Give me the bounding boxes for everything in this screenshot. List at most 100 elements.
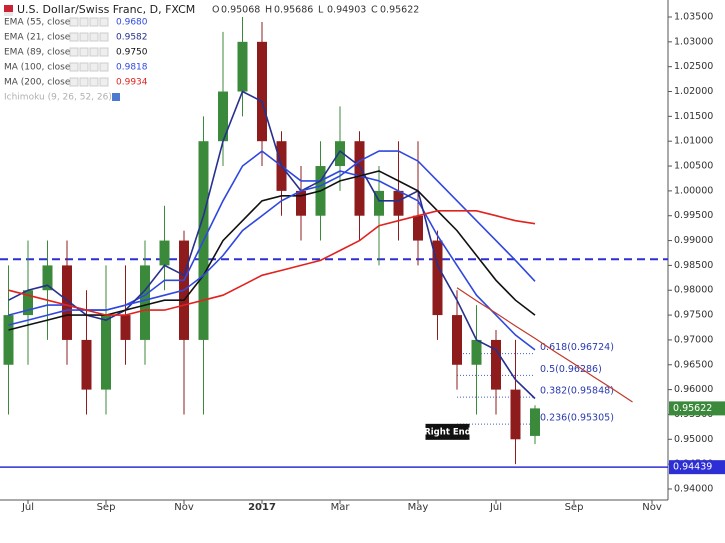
- legend-icon: [89, 47, 99, 57]
- candle-body: [62, 265, 72, 340]
- chart-title: U.S. Dollar/Swiss Franc, D, FXCM: [17, 3, 195, 16]
- candle-body: [452, 315, 462, 365]
- x-tick-label: Sep: [565, 502, 584, 513]
- indicator-line: [8, 150, 536, 326]
- legend-value: 0.9680: [116, 18, 148, 28]
- candle-body: [101, 315, 111, 390]
- legend-label: MA (100, close): [4, 63, 74, 73]
- legend-icon: [69, 32, 79, 42]
- candle-body: [471, 339, 482, 365]
- y-tick-label: 1.01000: [674, 136, 713, 147]
- candle-body: [81, 339, 92, 390]
- legend-icon: [79, 32, 89, 42]
- candle-body: [335, 141, 345, 167]
- candle-body: [393, 190, 404, 216]
- legend-icon: [89, 77, 99, 87]
- legend-icon: [89, 62, 99, 72]
- candle-body: [432, 240, 443, 316]
- trendline: [456, 287, 633, 403]
- x-tick-label: Jul: [21, 502, 34, 513]
- candle-body: [510, 389, 521, 440]
- indicator-line: [8, 210, 536, 316]
- indicator-line: [8, 170, 536, 331]
- annotation: Right End: [424, 427, 471, 437]
- ohlc-letter: H: [265, 5, 272, 16]
- legend-label: EMA (21, close): [4, 33, 74, 43]
- candle-body: [159, 240, 170, 266]
- y-tick-label: 0.96000: [674, 384, 713, 395]
- ohlc-value: 0.95068: [221, 5, 260, 16]
- fib-label: 0.382(0.95848): [540, 386, 614, 397]
- y-tick-label: 0.99500: [674, 210, 713, 221]
- legend-label: MA (200, close): [4, 78, 74, 88]
- flag-icon: [4, 12, 13, 16]
- x-tick-label: Mar: [331, 502, 351, 513]
- legend-icon: [79, 47, 89, 57]
- y-tick-label: 0.95000: [674, 434, 713, 445]
- fib-label: 0.5(0.96286): [540, 364, 602, 375]
- x-tick-label: May: [408, 502, 429, 513]
- y-tick-label: 0.97000: [674, 334, 713, 345]
- candle-body: [3, 315, 14, 365]
- legend-label: EMA (55, close): [4, 18, 74, 28]
- y-tick-label: 1.00000: [674, 185, 713, 196]
- x-tick-label: Sep: [97, 502, 116, 513]
- legend-icon: [69, 62, 79, 72]
- y-tick-label: 1.02500: [674, 61, 713, 72]
- legend-icon: [99, 77, 109, 87]
- candle-body: [42, 265, 53, 291]
- legend-icon: [99, 32, 109, 42]
- legend-icon: [79, 62, 89, 72]
- ohlc-letter: L: [318, 5, 324, 16]
- x-tick-label: Nov: [174, 502, 194, 513]
- legend-value: 0.9750: [116, 48, 148, 58]
- last-price-label: 0.95622: [673, 403, 712, 414]
- candle-body: [354, 141, 365, 216]
- flag-icon: [4, 5, 13, 12]
- y-tick-label: 0.97500: [674, 310, 713, 321]
- legend-icon: [89, 32, 99, 42]
- legend-icon: [99, 17, 109, 27]
- legend-label: EMA (89, close): [4, 48, 74, 58]
- ohlc-letter: O: [212, 5, 219, 16]
- last-price-box: [669, 401, 725, 416]
- legend-icon: [99, 62, 109, 72]
- legend-value: 0.9582: [116, 33, 148, 43]
- legend-icon: [112, 93, 120, 101]
- y-tick-label: 1.01500: [674, 111, 713, 122]
- x-tick-label: 2017: [248, 502, 276, 513]
- legend-value: 0.9818: [116, 63, 148, 73]
- hline-price-label: 0.94439: [673, 462, 712, 473]
- candle-body: [374, 190, 384, 216]
- candle-body: [237, 41, 248, 92]
- candle-body: [120, 315, 131, 340]
- x-tick-label: Nov: [642, 502, 662, 513]
- y-tick-label: 0.98000: [674, 285, 713, 296]
- y-tick-label: 1.02000: [674, 86, 713, 97]
- y-tick-label: 0.99000: [674, 235, 713, 246]
- fib-label: 0.618(0.96724): [540, 342, 614, 353]
- legend-icon: [89, 17, 99, 27]
- y-tick-label: 1.03500: [674, 11, 713, 22]
- fib-label: 0.236(0.95305): [540, 413, 614, 424]
- candle-body: [218, 91, 228, 142]
- ohlc-letter: C: [371, 5, 378, 16]
- header: U.S. Dollar/Swiss Franc, D, FXCM: [4, 3, 195, 16]
- candle-body: [413, 215, 423, 241]
- y-tick-label: 1.00500: [674, 161, 713, 172]
- legend-icon: [69, 47, 79, 57]
- legend-icon: [79, 17, 89, 27]
- ohlc-value: 0.95686: [274, 5, 313, 16]
- y-tick-label: 0.96500: [674, 359, 713, 370]
- candle-body: [491, 339, 501, 390]
- legend-icon: [69, 17, 79, 27]
- legend-icon: [69, 77, 79, 87]
- legend-icon: [79, 77, 89, 87]
- candle-body: [23, 290, 33, 316]
- candle-body: [296, 190, 306, 216]
- x-tick-label: Jul: [489, 502, 502, 513]
- ohlc-value: 0.95622: [380, 5, 419, 16]
- indicator-line: [8, 90, 536, 400]
